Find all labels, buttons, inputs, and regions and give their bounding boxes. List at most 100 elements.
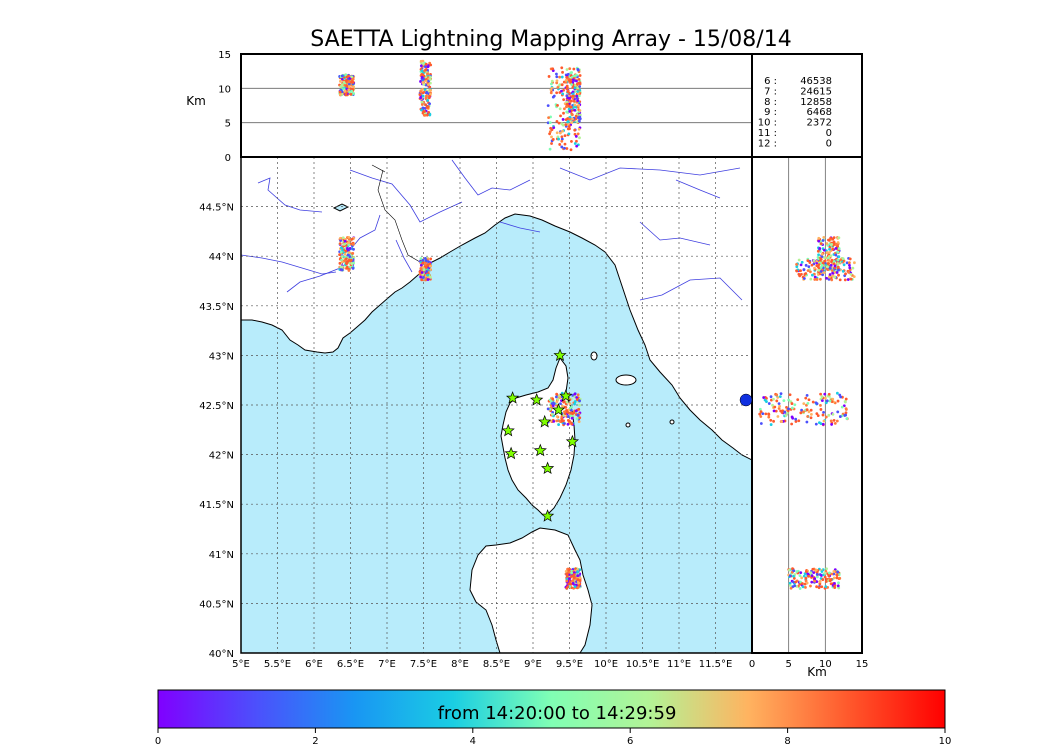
colorbar-tick-label: 6 (627, 736, 633, 747)
lightning-source-point (574, 114, 578, 118)
lightning-source-point (570, 99, 573, 103)
lightning-source-point (799, 263, 803, 267)
lightning-source-point (821, 239, 825, 242)
lightning-source-point (798, 587, 802, 590)
lightning-source-point (565, 68, 569, 71)
lightning-source-point (420, 278, 424, 282)
map-y-tick-label: 44.5°N (199, 203, 234, 214)
lightning-source-point (555, 131, 559, 135)
lightning-source-point (847, 261, 851, 265)
lightning-source-point (425, 79, 428, 83)
lightning-source-point (793, 584, 797, 588)
station-star-icon (501, 423, 515, 437)
lightning-source-point (800, 408, 804, 412)
lightning-source-point (823, 392, 827, 396)
lightning-source-point (572, 99, 576, 103)
map-y-tick-label: 41°N (209, 550, 234, 561)
chart-title: SAETTA Lightning Mapping Array - 15/08/1… (310, 27, 791, 52)
right-x-ticks: 0 5 10 15 (749, 659, 869, 670)
lightning-source-point (818, 582, 822, 586)
lightning-source-point (827, 277, 831, 281)
lightning-source-point (342, 80, 346, 84)
map-grid (241, 157, 752, 653)
lightning-source-point (573, 103, 577, 107)
lightning-source-point (848, 266, 852, 270)
lightning-source-point (419, 90, 423, 94)
lightning-source-point (803, 572, 807, 576)
lightning-source-point (852, 275, 856, 279)
lightning-source-point (761, 412, 765, 416)
lightning-source-point (562, 400, 566, 403)
lightning-source-point (423, 65, 427, 69)
top-y-tick-label: 10 (218, 84, 231, 95)
lightning-source-point (819, 403, 822, 407)
lightning-source-point (419, 257, 423, 261)
lightning-source-point (551, 397, 555, 401)
count-panel: 6 : 46538 7 : 24615 8 : 12858 9 : 6468 10 : 2372 1… (751, 53, 863, 158)
lightning-source-point (340, 255, 344, 258)
lightning-source-point (776, 395, 780, 399)
lightning-source-point (345, 84, 349, 88)
lightning-source-point (825, 242, 829, 245)
colorbar-tick-label: 4 (470, 736, 476, 747)
lightning-source-point (546, 104, 550, 107)
lightning-source-point (823, 571, 827, 575)
lightning-source-point (809, 412, 813, 416)
lightning-source-point (765, 400, 768, 403)
lightning-source-point (565, 400, 569, 404)
lightning-source-point (820, 570, 824, 573)
lightning-source-point (801, 585, 805, 589)
lightning-source-point (790, 422, 794, 426)
lightning-source-point (827, 413, 831, 417)
top-ylabel: Km (186, 94, 206, 108)
lightning-source-point (567, 107, 571, 111)
lightning-source-point (560, 137, 564, 141)
lightning-source-point (423, 110, 426, 113)
lightning-source-point (573, 86, 577, 90)
lightning-source-point (565, 409, 568, 412)
station-marker-blue (739, 393, 753, 407)
top-lightning-sources (338, 59, 582, 152)
lightning-source-point (813, 275, 817, 279)
lightning-source-point (428, 78, 432, 81)
lightning-source-point (804, 576, 808, 580)
rivers (241, 159, 743, 301)
lightning-source-point (340, 268, 344, 272)
map-x-tick-label: 5.5°E (264, 659, 291, 670)
island-elba (615, 374, 637, 386)
lightning-source-point (806, 401, 810, 405)
station-star-icon (538, 414, 552, 428)
lightning-source-point (831, 413, 835, 416)
lightning-source-point (349, 258, 353, 262)
lightning-source-point (560, 139, 564, 143)
lightning-source-point (825, 251, 829, 255)
lightning-source-point (835, 573, 839, 577)
lightning-source-point (817, 236, 821, 240)
lightning-source-point (813, 266, 816, 270)
lightning-source-point (426, 105, 430, 109)
right-x-tick-label: 5 (785, 659, 791, 670)
lightning-source-point (563, 107, 566, 111)
lightning-source-point (349, 92, 353, 96)
lightning-source-point (844, 407, 848, 411)
lightning-source-point (350, 79, 354, 83)
lightning-source-point (815, 412, 819, 416)
lightning-source-point (561, 404, 564, 408)
lightning-source-point (833, 586, 837, 589)
lightning-source-point (577, 119, 581, 123)
lightning-source-point (578, 403, 581, 407)
island-small (669, 419, 675, 425)
lightning-source-point (827, 238, 830, 242)
lightning-source-point (779, 392, 783, 396)
lightning-source-point (346, 253, 350, 257)
lightning-source-point (836, 262, 840, 265)
lightning-source-point (558, 131, 562, 135)
lightning-source-point (767, 402, 771, 405)
lightning-source-point (571, 117, 574, 121)
lightning-source-point (795, 584, 799, 588)
lightning-source-point (810, 273, 814, 277)
lightning-source-point (418, 272, 422, 276)
lightning-source-point (567, 96, 571, 100)
station-star-icon (565, 434, 580, 448)
